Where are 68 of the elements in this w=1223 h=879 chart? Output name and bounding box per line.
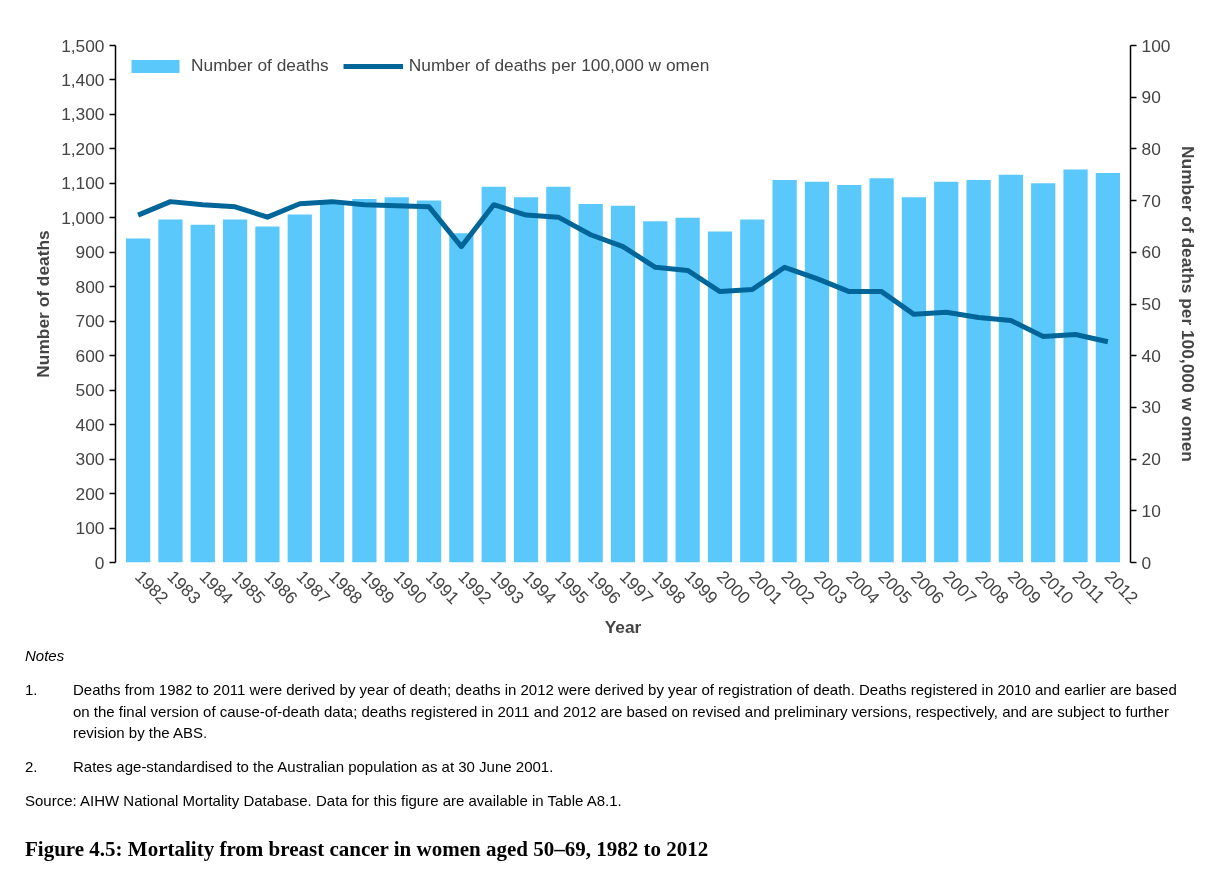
bar [1063, 169, 1088, 563]
bar [934, 181, 959, 563]
text: 1. Deaths from 1982 to 2011 were derived by year of death; deaths in 2012 were derived by year of registration of death. Deaths registered in 2010 and earlier are based on the final version of cause-of-death data; deaths registered in 2011 and 2012 are based on revised and preliminary versions, respectively, and are subject to further revision by the ABS. [25, 680, 1177, 742]
legend-label: Number of deaths per 100,000 w omen [408, 55, 710, 76]
x-axis-title: Year [604, 617, 642, 638]
source-note: Source: AIHW National Mortality Database. Data for this figure are available in Table A8.1. [25, 790, 623, 811]
bar [772, 179, 797, 563]
y2-tick-label: 10 [1141, 500, 1161, 521]
bar [416, 200, 442, 563]
bar [255, 226, 280, 563]
bar [287, 214, 312, 563]
y-tick-label: 1,500 [61, 35, 105, 56]
bar [998, 174, 1024, 563]
bar [610, 205, 636, 563]
bar [707, 231, 733, 563]
y-tick-label: 700 [75, 311, 105, 332]
y-tick-label: 1,200 [61, 138, 105, 159]
bar [966, 179, 991, 563]
y2-tick-label: 80 [1141, 138, 1161, 159]
y-tick-label: 1,100 [61, 173, 105, 194]
bar [384, 197, 409, 563]
y2-tick-label: 0 [1141, 552, 1152, 573]
bar [1095, 173, 1120, 563]
y-tick-label: 100 [75, 518, 105, 539]
bar [126, 238, 151, 563]
text: Figure 4.5: Mortality from breast cancer in women aged 50–69, 1982 to 2012 [25, 835, 709, 863]
bar [222, 219, 248, 563]
bar [513, 197, 539, 563]
y2-tick-label: 20 [1141, 449, 1161, 470]
y-tick-label: 400 [75, 414, 105, 435]
y-tick-label: 300 [75, 449, 105, 470]
y-tick-label: 1,000 [61, 207, 105, 228]
bar [901, 197, 927, 563]
bar [804, 181, 830, 563]
text: Notes [25, 646, 66, 666]
bar [190, 224, 215, 563]
y-tick-label: 1,300 [61, 104, 105, 125]
text: 2. Rates age-standardised to the Australian population as at 30 June 2001. [25, 758, 554, 775]
y2-tick-label: 50 [1141, 294, 1161, 314]
y-tick-label: 600 [75, 345, 105, 366]
y-tick-label: 800 [75, 276, 105, 297]
bar [643, 221, 668, 563]
y2-tick-label: 60 [1141, 242, 1161, 263]
bar [675, 217, 700, 563]
legend-label: Number of deaths [191, 55, 329, 76]
y2-tick-label: 40 [1141, 345, 1161, 366]
y2-tick-label: 70 [1141, 190, 1161, 211]
y-axis-title: Number of deaths [33, 230, 54, 378]
bar [481, 186, 506, 563]
bar [449, 233, 474, 563]
bar [578, 204, 603, 563]
bar [352, 198, 377, 563]
bar [546, 186, 571, 563]
bar [740, 219, 765, 563]
y-tick-label: 900 [75, 242, 105, 263]
bar [869, 178, 894, 563]
y2-tick-label: 100 [1141, 35, 1171, 56]
y-tick-label: 500 [75, 380, 105, 401]
y-tick-label: 1,400 [61, 69, 105, 90]
bar [1031, 183, 1056, 563]
y2-tick-label: 30 [1141, 397, 1161, 418]
bar [319, 202, 345, 563]
bar [837, 185, 862, 563]
y2-axis-title: Number of deaths per 100,000 w omen [1178, 146, 1199, 462]
y-tick-label: 0 [94, 552, 105, 573]
y2-tick-label: 90 [1141, 87, 1161, 108]
y-tick-label: 200 [75, 483, 105, 504]
bar [158, 219, 183, 563]
